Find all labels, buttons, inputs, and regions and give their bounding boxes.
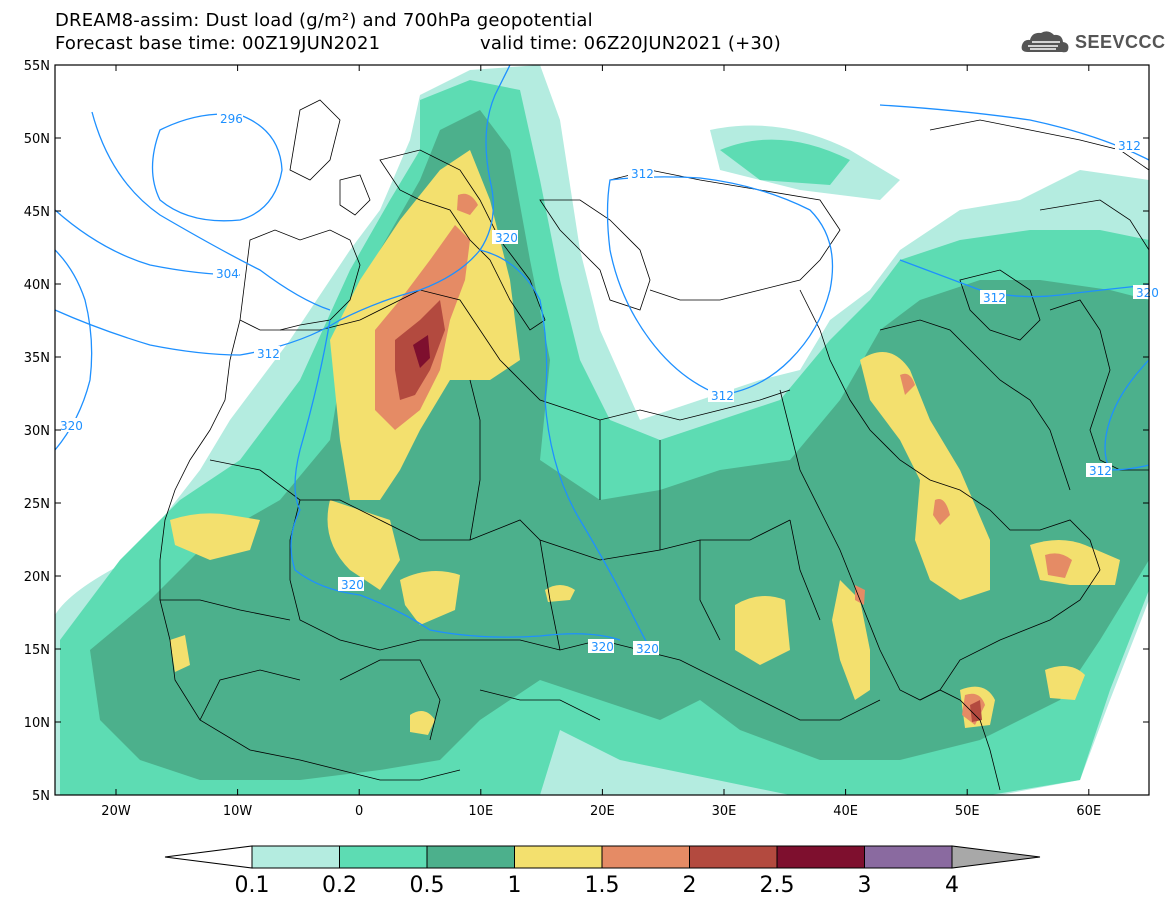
contour-label: 320 <box>1133 285 1159 300</box>
svg-text:320: 320 <box>1136 286 1159 300</box>
lon-label: 0 <box>355 804 363 819</box>
contour-label: 312 <box>1086 463 1112 478</box>
lat-label: 20N <box>24 570 50 585</box>
colorbar-label: 0.2 <box>322 873 357 898</box>
seevccc-logo: SEEVCCC <box>1075 32 1165 52</box>
contour-label: 304 <box>213 266 239 281</box>
contour-labels: 296 304 312 320 320 312 312 320 312 320 … <box>57 111 1159 656</box>
lon-label: 20W <box>101 804 131 819</box>
lat-label: 5N <box>32 789 50 804</box>
longitude-axis: 20W 10W 0 10E 20E 30E 40E 50E 60E <box>101 65 1101 819</box>
svg-text:320: 320 <box>495 231 518 245</box>
colorbar-swatch <box>426 845 515 869</box>
dust-shading <box>55 65 1149 795</box>
svg-text:312: 312 <box>257 347 280 361</box>
svg-text:312: 312 <box>631 167 654 181</box>
contour-label: 312 <box>980 290 1006 305</box>
lon-label: 20E <box>590 804 615 819</box>
lon-label: 10W <box>223 804 253 819</box>
svg-text:320: 320 <box>341 578 364 592</box>
svg-text:296: 296 <box>220 112 243 126</box>
lat-label: 35N <box>24 351 50 366</box>
contour-label: 320 <box>338 577 364 592</box>
lat-label: 55N <box>24 59 50 74</box>
latitude-axis: 55N 50N 45N 40N 35N 30N 25N 20N 15N 10N 5N <box>24 59 1149 804</box>
contour-label: 312 <box>254 346 280 361</box>
svg-text:320: 320 <box>60 419 83 433</box>
svg-text:320: 320 <box>591 640 614 654</box>
colorbar-label: 2 <box>683 873 697 898</box>
colorbar-swatch <box>689 845 778 869</box>
geopotential-contours <box>55 65 1149 646</box>
lon-label: 10E <box>468 804 493 819</box>
colorbar-swatch <box>776 845 865 869</box>
contour-label: 320 <box>633 641 659 656</box>
svg-text:312: 312 <box>983 291 1006 305</box>
contour-label: 320 <box>588 639 614 654</box>
lon-label: 40E <box>833 804 858 819</box>
lat-label: 50N <box>24 132 50 147</box>
svg-text:312: 312 <box>1089 464 1112 478</box>
colorbar-label: 4 <box>945 873 959 898</box>
lat-label: 15N <box>24 643 50 658</box>
colorbar-swatch <box>339 845 428 869</box>
colorbar-label: 1 <box>508 873 522 898</box>
lon-label: 50E <box>955 804 980 819</box>
lon-label: 30E <box>712 804 737 819</box>
lat-label: 10N <box>24 716 50 731</box>
colorbar-swatch <box>864 845 953 869</box>
cloud-icon <box>1021 31 1069 53</box>
colorbar-label: 2.5 <box>760 873 795 898</box>
colorbar-label: 1.5 <box>585 873 620 898</box>
valid-time: valid time: 06Z20JUN2021 (+30) <box>480 33 781 54</box>
lat-label: 30N <box>24 424 50 439</box>
svg-text:312: 312 <box>1118 139 1141 153</box>
colorbar-swatch <box>601 845 690 869</box>
lon-label: 60E <box>1076 804 1101 819</box>
forecast-base-time: Forecast base time: 00Z19JUN2021 <box>55 33 381 54</box>
contour-label: 312 <box>708 388 734 403</box>
colorbar-swatch <box>251 845 340 869</box>
contour-label: 320 <box>57 418 83 433</box>
svg-text:304: 304 <box>216 267 239 281</box>
contour-label: 320 <box>492 230 518 245</box>
colorbar-label: 3 <box>858 873 872 898</box>
contour-label: 296 <box>217 111 243 126</box>
colorbar-over-arrow <box>951 845 1041 869</box>
contour-label: 312 <box>1115 138 1141 153</box>
contour-label: 312 <box>628 166 654 181</box>
colorbar: 0.1 0.2 0.5 1 1.5 2 2.5 3 4 <box>164 845 1041 898</box>
lat-label: 40N <box>24 278 50 293</box>
colorbar-label: 0.1 <box>235 873 270 898</box>
colorbar-under-arrow <box>164 845 253 869</box>
lat-label: 25N <box>24 497 50 512</box>
colorbar-swatch <box>514 845 603 869</box>
map-title: DREAM8-assim: Dust load (g/m²) and 700hP… <box>55 10 593 31</box>
svg-text:320: 320 <box>636 642 659 656</box>
coastlines <box>159 99 1149 791</box>
svg-text:312: 312 <box>711 389 734 403</box>
colorbar-label: 0.5 <box>410 873 445 898</box>
lat-label: 45N <box>24 205 50 220</box>
